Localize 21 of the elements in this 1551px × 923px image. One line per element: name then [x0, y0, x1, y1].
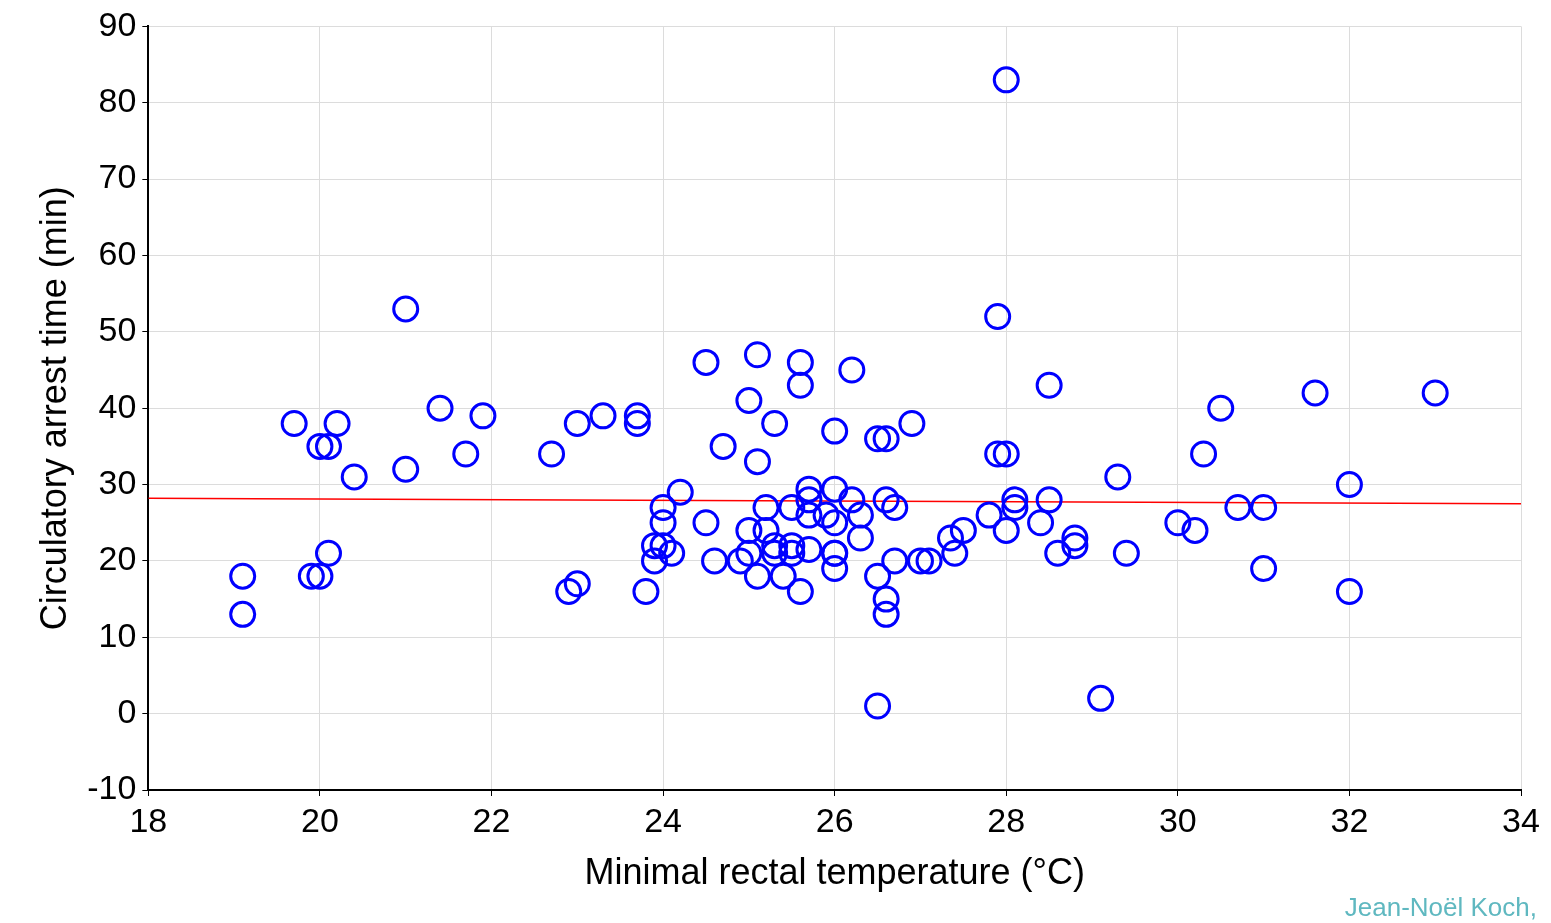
x-tick-label: 28: [987, 800, 1026, 839]
x-tick-label: 30: [1158, 800, 1197, 839]
y-axis-title: Circulatory arrest time (min): [32, 186, 74, 631]
y-tick-label: 70: [98, 157, 137, 196]
y-tick-label: 60: [98, 233, 137, 272]
x-tick-label: 24: [644, 800, 682, 839]
text: Jean-Noël Koch,: [1344, 892, 1537, 923]
y-tick-label: 10: [98, 615, 137, 654]
x-tick-label: 26: [815, 800, 854, 839]
y-tick-label: 20: [98, 539, 137, 578]
x-tick-label: 32: [1330, 800, 1369, 839]
y-tick-label: 30: [98, 462, 137, 501]
y-tick-label: 0: [117, 692, 137, 731]
y-tick-label: 80: [98, 81, 137, 120]
x-tick-label: 20: [301, 800, 339, 839]
x-axis-title: Minimal rectal temperature (°C): [584, 851, 1085, 893]
x-tick-label: 34: [1502, 800, 1540, 839]
x-tick-label: 22: [472, 800, 511, 839]
y-tick-label: 40: [98, 386, 137, 425]
y-tick-label: 90: [98, 4, 137, 43]
y-tick-label: 50: [98, 310, 137, 349]
